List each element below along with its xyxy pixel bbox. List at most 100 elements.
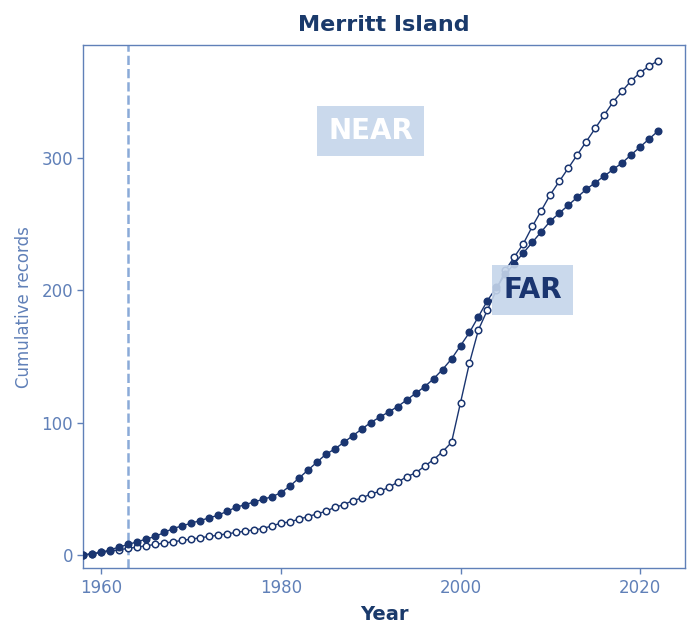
Point [410,468,421,478]
Point [536,227,547,237]
Point [150,539,161,550]
Point [239,500,251,510]
Point [186,534,197,544]
Point [617,86,628,96]
Point [608,96,619,107]
Point [230,527,241,537]
Point [652,56,664,66]
Point [554,208,565,219]
Point [96,547,107,557]
Point [572,192,583,203]
Point [213,510,224,520]
Point [347,431,358,441]
Point [401,395,412,405]
Point [329,502,340,512]
Point [312,457,323,467]
Point [105,544,116,555]
Point [563,200,574,210]
Point [329,444,340,454]
Point [96,547,107,557]
Point [572,150,583,160]
Point [626,150,637,160]
Point [392,477,403,488]
Point [563,163,574,173]
Point [167,523,178,534]
Point [473,325,484,335]
Point [401,472,412,482]
Point [356,493,368,503]
Point [221,528,232,539]
Point [455,397,466,408]
Point [176,521,188,531]
Point [195,533,206,543]
Point [87,548,98,558]
Point [526,237,538,247]
Point [518,248,529,258]
Point [113,544,125,555]
Point [176,535,188,546]
Point [383,482,394,493]
Point [419,461,430,472]
Point [500,265,511,275]
Point [643,134,655,144]
Point [437,364,448,374]
Point [293,473,304,483]
Point [195,516,206,526]
Point [383,407,394,417]
Point [374,486,385,497]
Point [518,238,529,249]
Point [473,311,484,321]
Point [320,449,331,459]
Point [419,381,430,392]
Point [159,527,170,537]
Point [617,158,628,168]
Point [113,542,125,552]
Point [338,437,349,447]
Point [204,532,215,542]
Point [186,518,197,528]
Point [446,437,457,447]
Point [545,190,556,200]
X-axis label: Year: Year [360,605,408,624]
Point [598,171,610,181]
Point [159,538,170,548]
Point [446,354,457,364]
Point [230,502,241,512]
Point [437,447,448,457]
Point [132,537,143,547]
Point [266,521,277,531]
Point [167,537,178,547]
Point [589,123,601,134]
Title: Merritt Island: Merritt Island [298,15,470,35]
Point [545,216,556,226]
Point [608,164,619,174]
Point [464,358,475,368]
Point [122,539,134,550]
Point [410,389,421,399]
Point [598,110,610,120]
Text: NEAR: NEAR [328,117,413,145]
Point [482,295,493,305]
Point [258,494,269,504]
Point [87,548,98,558]
Point [293,514,304,525]
Point [248,497,260,507]
Point [141,534,152,544]
Point [392,401,403,412]
Point [239,526,251,536]
Point [536,205,547,215]
Point [122,543,134,553]
Point [500,269,511,279]
Point [302,465,314,475]
Point [491,282,502,293]
Point [204,512,215,523]
Point [491,285,502,295]
Point [105,546,116,556]
Y-axis label: Cumulative records: Cumulative records [15,226,33,387]
Point [258,523,269,534]
Point [78,550,89,560]
Point [626,75,637,86]
Point [509,258,520,268]
Point [213,530,224,540]
Point [141,541,152,551]
